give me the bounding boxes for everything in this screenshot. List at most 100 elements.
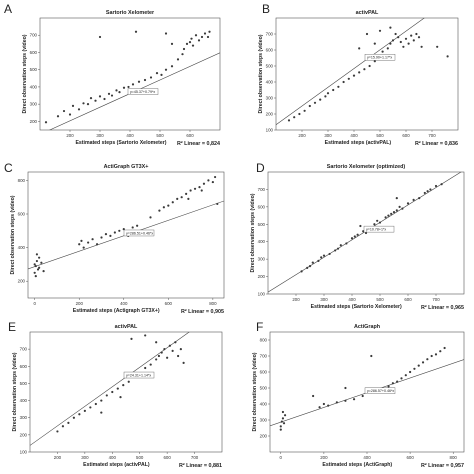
data-point <box>144 334 147 337</box>
data-point <box>318 406 321 409</box>
data-point <box>36 268 40 271</box>
data-point <box>155 341 158 344</box>
data-point <box>392 210 396 214</box>
data-point <box>407 42 410 45</box>
data-point <box>430 354 433 358</box>
x-tick-label: 500 <box>376 133 384 138</box>
data-point <box>281 417 285 420</box>
data-point <box>387 214 390 217</box>
data-point <box>143 78 147 82</box>
data-point <box>352 398 356 401</box>
data-point <box>80 239 83 242</box>
data-point <box>181 53 184 56</box>
y-tick-label: 400 <box>266 80 274 85</box>
data-point <box>396 380 399 383</box>
data-point <box>440 183 443 186</box>
x-tick-label: 600 <box>163 455 171 460</box>
data-point <box>98 95 102 98</box>
data-point <box>167 204 170 207</box>
data-point <box>358 71 361 74</box>
data-point <box>359 224 362 228</box>
data-point <box>197 39 201 42</box>
data-point <box>387 385 390 388</box>
equation-box <box>123 229 155 237</box>
data-point <box>426 358 429 361</box>
data-point <box>423 191 426 195</box>
data-point <box>155 72 159 75</box>
data-point <box>94 99 97 102</box>
y-tick-label: 600 <box>266 48 274 53</box>
y-tick-label: 500 <box>20 381 28 386</box>
data-point <box>34 264 37 268</box>
y-tick-label: 400 <box>18 245 26 250</box>
y-tick-label: 400 <box>30 84 38 89</box>
data-point <box>401 207 404 210</box>
data-point <box>164 32 168 35</box>
x-tick-label: 200 <box>292 297 300 302</box>
x-axis-label: Estimated steps (ActiGraph) <box>322 462 392 468</box>
panel-title: Sartorio Xelometer <box>106 10 155 16</box>
data-point <box>300 270 303 273</box>
x-axis-label: Estimated steps (Sartorio Xelometer) <box>75 140 166 146</box>
data-point <box>319 98 322 101</box>
data-point <box>280 420 283 423</box>
data-point <box>190 37 193 40</box>
data-point <box>188 41 192 44</box>
x-tick-label: 600 <box>406 455 414 460</box>
data-point <box>38 256 41 259</box>
data-point <box>434 184 438 188</box>
equation-box <box>363 225 395 233</box>
data-point <box>155 358 158 361</box>
y-tick-label: 100 <box>258 292 266 297</box>
data-point <box>56 115 60 118</box>
data-point <box>303 109 306 112</box>
data-point <box>168 344 171 347</box>
equation-label: y=24.31+1.14*x <box>126 373 151 377</box>
data-point <box>443 346 446 350</box>
data-point <box>82 246 85 249</box>
data-point <box>389 42 392 45</box>
y-tick-label: 200 <box>266 112 274 117</box>
x-tick-label: 500 <box>156 133 164 138</box>
data-point <box>434 353 438 356</box>
data-point <box>180 196 183 199</box>
y-tick-label: 400 <box>260 402 268 407</box>
data-point <box>89 97 93 100</box>
y-tick-label: 200 <box>30 119 38 124</box>
data-point <box>390 212 393 215</box>
data-point <box>131 226 134 229</box>
x-tick-label: 500 <box>376 297 384 302</box>
x-tick-label: 300 <box>96 133 104 138</box>
data-point <box>415 32 418 36</box>
data-point <box>418 197 421 200</box>
data-point <box>35 253 39 256</box>
x-axis-label: Estimated steps (Sartorio Xelometer) <box>311 304 402 310</box>
data-point <box>44 121 48 124</box>
data-point <box>127 85 130 89</box>
data-point <box>33 263 36 266</box>
panel-title: Sartorio Xelometer (optimized) <box>327 164 406 170</box>
data-point <box>174 341 177 344</box>
data-point <box>94 402 97 406</box>
data-point <box>211 180 214 184</box>
data-point <box>389 26 392 29</box>
equation-label: y=10.78+1*x <box>366 228 386 232</box>
data-point <box>322 402 325 406</box>
data-point <box>311 261 314 264</box>
y-axis-label: Direct observation steps (video) <box>12 352 18 431</box>
data-point <box>171 201 174 204</box>
y-tick-label: 100 <box>20 450 28 455</box>
data-point <box>116 387 119 390</box>
data-point <box>160 73 163 76</box>
y-tick-label: 600 <box>30 50 38 55</box>
data-point <box>395 209 398 212</box>
data-point <box>131 83 135 86</box>
x-tick-label: 0 <box>33 301 36 306</box>
data-point <box>185 192 188 195</box>
data-points <box>300 183 443 273</box>
data-point <box>100 399 103 402</box>
x-tick-label: 600 <box>186 133 194 138</box>
data-point <box>157 354 161 358</box>
data-point <box>177 354 180 358</box>
data-point <box>358 47 361 50</box>
